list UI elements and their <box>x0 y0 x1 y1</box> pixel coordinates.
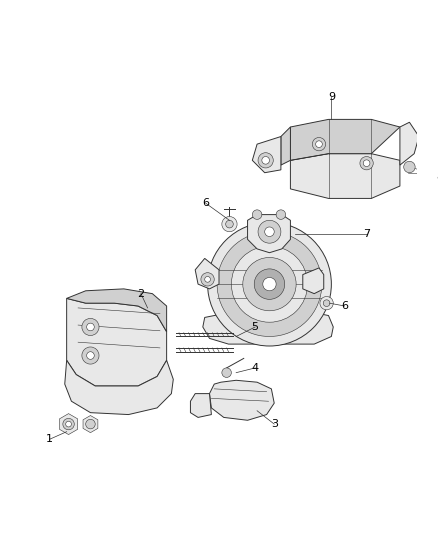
Circle shape <box>422 168 431 177</box>
Polygon shape <box>195 259 219 289</box>
Text: 4: 4 <box>251 363 259 373</box>
Circle shape <box>252 210 262 220</box>
Circle shape <box>87 323 94 331</box>
Circle shape <box>82 318 99 336</box>
Circle shape <box>82 347 99 364</box>
Polygon shape <box>303 268 324 294</box>
Circle shape <box>320 296 333 310</box>
Circle shape <box>205 277 210 282</box>
Polygon shape <box>290 154 400 198</box>
Text: 3: 3 <box>271 419 278 429</box>
Polygon shape <box>67 298 166 386</box>
Circle shape <box>312 138 325 151</box>
Circle shape <box>276 210 286 220</box>
Circle shape <box>217 232 322 336</box>
Circle shape <box>254 269 285 300</box>
Polygon shape <box>191 393 212 417</box>
Circle shape <box>226 220 233 228</box>
Text: 5: 5 <box>252 322 259 332</box>
Text: 7: 7 <box>363 229 370 239</box>
Text: 8: 8 <box>436 172 438 182</box>
Circle shape <box>87 352 94 359</box>
Polygon shape <box>281 127 290 165</box>
Circle shape <box>63 418 74 430</box>
Circle shape <box>263 278 276 291</box>
Circle shape <box>201 273 214 286</box>
Text: 2: 2 <box>138 289 145 298</box>
Circle shape <box>222 368 231 377</box>
Polygon shape <box>400 122 419 165</box>
Polygon shape <box>252 136 281 173</box>
Circle shape <box>323 300 330 306</box>
Polygon shape <box>247 215 290 253</box>
Circle shape <box>243 257 296 311</box>
Circle shape <box>258 153 273 168</box>
Circle shape <box>360 157 373 170</box>
Circle shape <box>262 157 269 164</box>
Polygon shape <box>209 380 274 421</box>
Circle shape <box>316 141 322 148</box>
Text: 9: 9 <box>328 92 335 102</box>
Circle shape <box>86 419 95 429</box>
Circle shape <box>363 160 370 166</box>
Polygon shape <box>83 416 98 433</box>
Polygon shape <box>290 119 400 160</box>
Text: 1: 1 <box>46 434 53 445</box>
Text: 6: 6 <box>202 198 209 208</box>
Polygon shape <box>67 289 166 332</box>
Polygon shape <box>203 313 333 344</box>
Circle shape <box>222 216 237 232</box>
Circle shape <box>231 246 307 322</box>
Circle shape <box>404 161 415 173</box>
Circle shape <box>258 220 281 243</box>
Polygon shape <box>65 360 173 415</box>
Circle shape <box>208 222 332 346</box>
Circle shape <box>265 227 274 237</box>
Text: 6: 6 <box>341 301 348 311</box>
Circle shape <box>66 421 71 427</box>
Polygon shape <box>60 414 78 434</box>
